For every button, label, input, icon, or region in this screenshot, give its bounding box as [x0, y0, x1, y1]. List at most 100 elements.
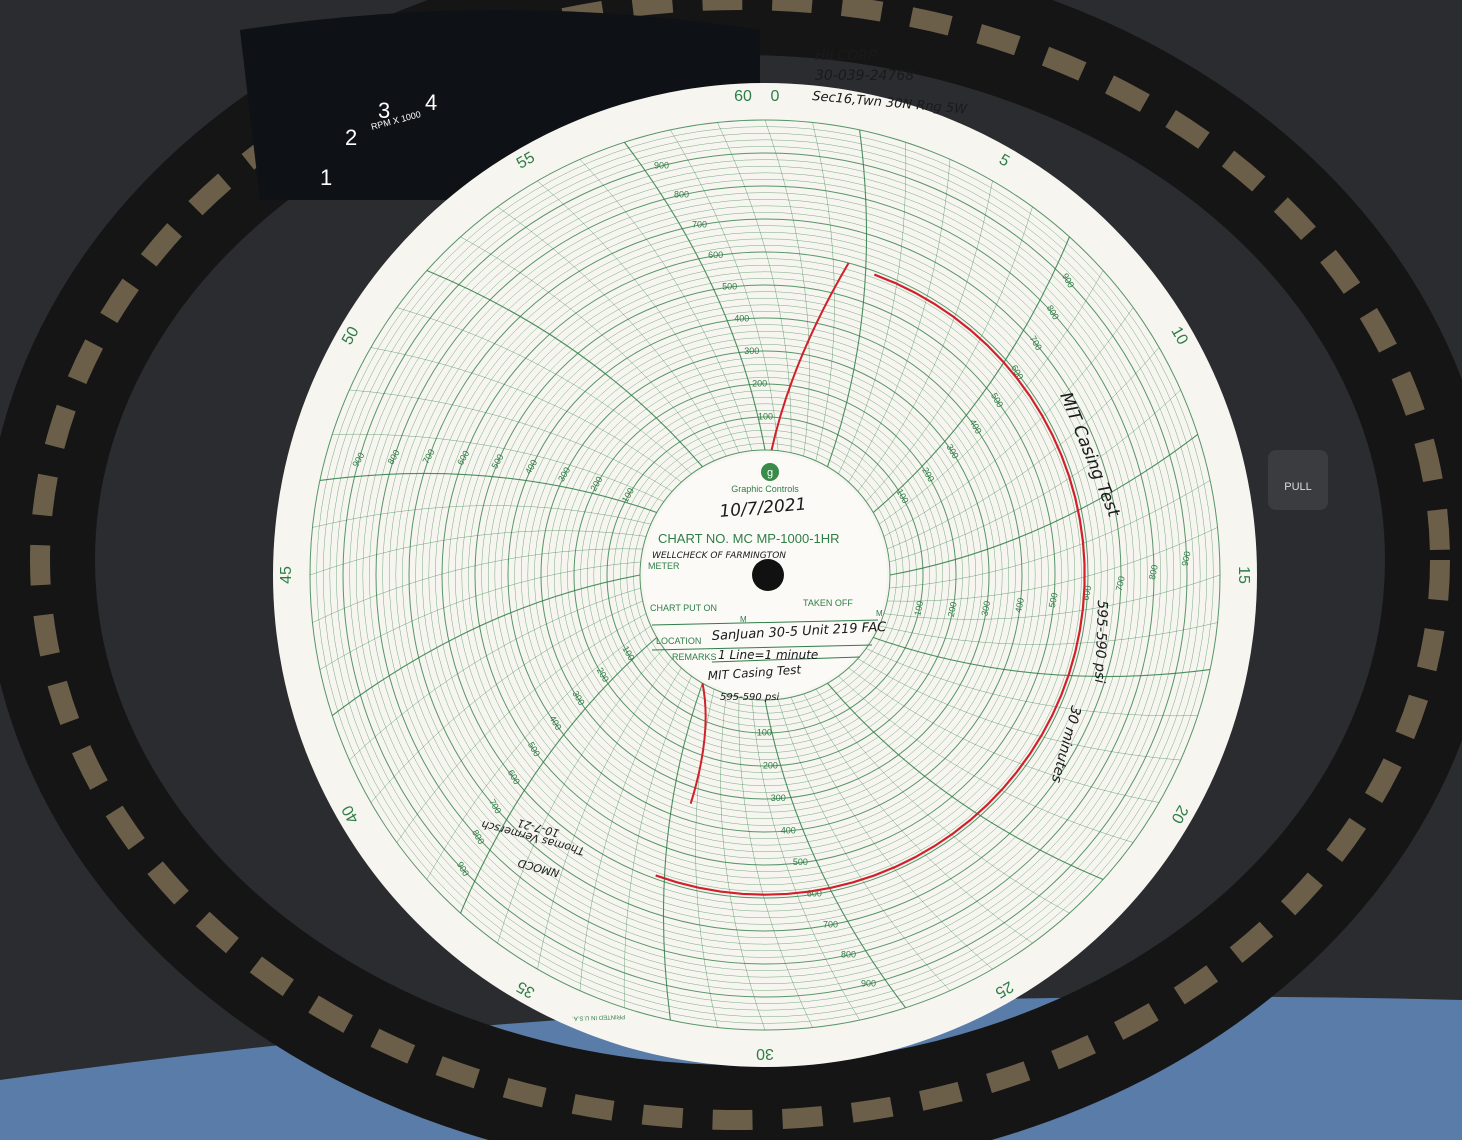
- pressure-ring: [408, 218, 1122, 932]
- pressure-ring: [527, 337, 1003, 813]
- minute-label: 25: [992, 977, 1016, 1001]
- pressure-ring: [587, 397, 944, 754]
- pressure-ring: [540, 350, 990, 800]
- form-line: [711, 656, 861, 663]
- pressure-ring: [606, 416, 924, 734]
- minute-line: [764, 119, 810, 457]
- pull-switch: [1268, 450, 1328, 510]
- pressure-label: 900: [654, 160, 669, 170]
- logo-letter: g: [767, 467, 773, 479]
- rpm-tick: 3: [378, 98, 390, 123]
- pressure-ring: [389, 199, 1141, 951]
- minute-line: [623, 676, 692, 1008]
- minute-line: [826, 129, 868, 467]
- pressure-ring: [329, 139, 1201, 1011]
- form-line: [651, 644, 873, 651]
- minute-line: [873, 636, 1211, 678]
- pressure-ring: [435, 245, 1095, 905]
- pressure-label: 500: [722, 282, 737, 292]
- pressure-ring: [428, 238, 1102, 912]
- pressure-ring: [573, 383, 957, 767]
- meter-label: METER: [648, 561, 680, 571]
- pressure-ring: [455, 265, 1075, 885]
- pressure-ring: [448, 258, 1082, 892]
- chart-no: CHART NO. MC MP-1000-1HR: [658, 531, 840, 546]
- pressure-ring: [441, 251, 1089, 899]
- minute-line: [623, 141, 766, 451]
- pressure-label: 400: [781, 825, 796, 835]
- minute-line: [848, 667, 1160, 803]
- minute-label: 35: [514, 977, 538, 1001]
- pressure-label: 400: [1013, 597, 1026, 614]
- pen-trace: [770, 262, 850, 451]
- minute-label: 60: [734, 88, 752, 105]
- minute-line: [883, 574, 1221, 620]
- minute-label: 0: [771, 88, 780, 105]
- minute-label: 45: [278, 566, 295, 584]
- pen-trace: [689, 683, 707, 805]
- remark: 1 Line=1 minute: [718, 648, 818, 662]
- minute-line: [777, 699, 951, 991]
- pressure-ring: [356, 166, 1174, 984]
- rpm-tick: 1: [320, 165, 332, 190]
- minute-line: [332, 433, 664, 502]
- minute-line: [848, 159, 951, 483]
- company: HILCORP: [815, 48, 877, 64]
- minute-line: [790, 697, 993, 970]
- minute-line: [887, 347, 1160, 550]
- pull-label: PULL: [1284, 481, 1312, 493]
- pressure-label: 200: [763, 760, 778, 770]
- pressure-label: 700: [1114, 575, 1127, 592]
- minute-line: [812, 122, 835, 461]
- minute-line: [309, 530, 647, 576]
- minute-line: [879, 622, 1218, 645]
- pressure-ring: [422, 232, 1108, 918]
- pressure-label: 400: [734, 313, 749, 323]
- pressure-label: 700: [823, 919, 838, 929]
- center-hole: [752, 559, 784, 591]
- pressure-ring: [534, 344, 996, 806]
- minute-line: [889, 480, 1211, 589]
- minute-line: [460, 637, 658, 914]
- pressure-ring: [369, 179, 1161, 971]
- pressure-ring: [382, 192, 1148, 958]
- remark: 595-590 psi: [720, 692, 780, 703]
- pressure-label: 600: [708, 250, 723, 260]
- pressure-label: 500: [1047, 592, 1060, 609]
- pressure-label: 600: [807, 889, 822, 899]
- remark: MIT Casing Test: [707, 662, 803, 683]
- minute-line: [717, 122, 792, 453]
- pressure-ring: [336, 146, 1194, 1004]
- minute-line: [331, 574, 641, 717]
- minute-line: [764, 699, 907, 1009]
- minute-label: 55: [514, 149, 538, 173]
- remarks-label: REMARKS: [672, 652, 717, 662]
- minute-line: [838, 675, 1134, 843]
- pressure-ring: [626, 436, 904, 714]
- pen-trace: [655, 273, 1086, 896]
- minute-line: [396, 613, 647, 843]
- pressure-ring: [395, 205, 1135, 945]
- taken-off-label: TAKEN OFF: [803, 598, 853, 608]
- minute-label: 40: [339, 802, 363, 826]
- put-on-label: CHART PUT ON: [650, 603, 717, 613]
- pressure-label: 800: [674, 189, 689, 199]
- pressure-ring: [415, 225, 1115, 925]
- pressure-label: 300: [979, 600, 992, 617]
- minute-line: [349, 587, 641, 761]
- minute-label: 30: [756, 1045, 774, 1062]
- minute-line: [889, 433, 1199, 576]
- api-number: 30-039-24768: [815, 68, 914, 84]
- minute-line: [497, 206, 727, 457]
- pressure-label: 700: [692, 219, 707, 229]
- minute-line: [838, 142, 907, 474]
- m-label: M: [876, 609, 883, 618]
- pressure-ring: [620, 430, 911, 721]
- pressure-ring: [468, 278, 1062, 872]
- pressure-label: 900: [1180, 550, 1193, 567]
- minute-line: [426, 270, 703, 468]
- minute-line: [579, 667, 682, 991]
- pressure-label: 100: [758, 411, 773, 421]
- pressure-label: 300: [771, 793, 786, 803]
- form-line: [651, 619, 879, 626]
